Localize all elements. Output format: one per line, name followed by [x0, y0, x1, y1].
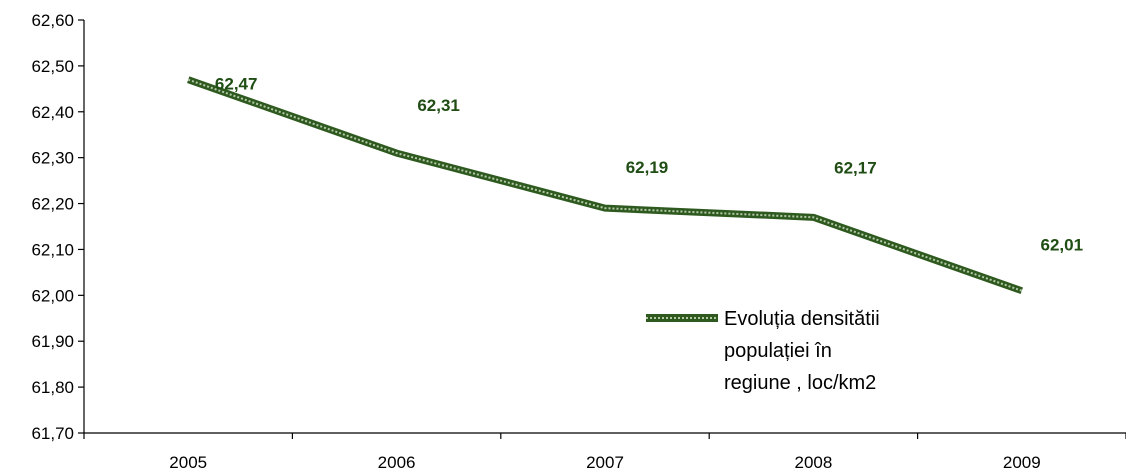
series-line — [187, 76, 1023, 295]
x-tick-label: 2007 — [586, 453, 624, 472]
y-axis-ticks: 62,60 62,50 62,40 62,30 62,20 62,10 62,00 61,90… — [31, 11, 84, 443]
series-line-group — [187, 76, 1023, 295]
y-tick-label: 61,70 — [31, 424, 74, 443]
y-tick-label: 62,00 — [31, 286, 74, 305]
y-tick-label: 62,20 — [31, 195, 74, 214]
data-label: 62,19 — [626, 158, 669, 177]
y-tick-label: 61,90 — [31, 332, 74, 351]
data-label: 62,01 — [1041, 236, 1084, 255]
x-tick-label: 2006 — [378, 453, 416, 472]
series-line-pattern — [187, 78, 1023, 292]
x-tick-label: 2009 — [1003, 453, 1041, 472]
y-tick-label: 61,80 — [31, 378, 74, 397]
y-tick-label: 62,60 — [31, 11, 74, 30]
data-labels: 62,47 62,31 62,19 62,17 62,01 — [215, 75, 1083, 255]
y-tick-label: 62,50 — [31, 57, 74, 76]
data-label: 62,31 — [417, 96, 460, 115]
legend-text-line-3: regiune , loc/km2 — [724, 372, 876, 394]
y-tick-label: 62,10 — [31, 240, 74, 259]
y-tick-label: 62,40 — [31, 103, 74, 122]
data-label: 62,17 — [834, 158, 877, 177]
legend: Evoluția densitătii populației în regiun… — [646, 308, 880, 394]
data-label: 62,47 — [215, 75, 258, 94]
x-tick-label: 2005 — [169, 453, 207, 472]
x-tick-label: 2008 — [794, 453, 832, 472]
legend-text-line-1: Evoluția densitătii — [724, 308, 880, 330]
legend-text-line-2: populației în — [724, 340, 832, 362]
y-tick-label: 62,30 — [31, 149, 74, 168]
x-axis-ticks: 2005 2006 2007 2008 2009 — [83, 433, 1126, 472]
